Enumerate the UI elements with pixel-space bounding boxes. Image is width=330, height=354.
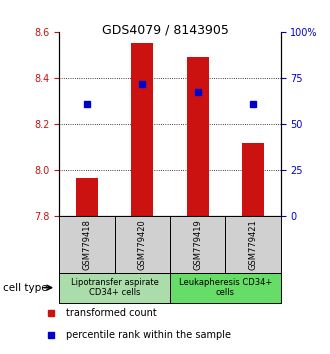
Bar — [115, 216, 170, 273]
Text: Lipotransfer aspirate
CD34+ cells: Lipotransfer aspirate CD34+ cells — [71, 278, 159, 297]
Bar — [76, 177, 98, 216]
Text: GSM779418: GSM779418 — [82, 219, 91, 270]
Text: cell type: cell type — [3, 282, 48, 293]
Text: GSM779419: GSM779419 — [193, 219, 202, 270]
Text: GSM779421: GSM779421 — [248, 219, 257, 270]
Bar — [170, 216, 225, 273]
Text: transformed count: transformed count — [66, 308, 156, 318]
Text: GDS4079 / 8143905: GDS4079 / 8143905 — [102, 23, 228, 36]
Text: GSM779420: GSM779420 — [138, 219, 147, 270]
Text: Leukapheresis CD34+
cells: Leukapheresis CD34+ cells — [179, 278, 272, 297]
Text: percentile rank within the sample: percentile rank within the sample — [66, 330, 231, 340]
Bar — [131, 43, 153, 216]
Bar — [170, 273, 280, 303]
Bar — [59, 216, 115, 273]
Bar — [242, 143, 264, 216]
Bar — [59, 273, 170, 303]
Bar — [225, 216, 280, 273]
Bar — [186, 57, 209, 216]
